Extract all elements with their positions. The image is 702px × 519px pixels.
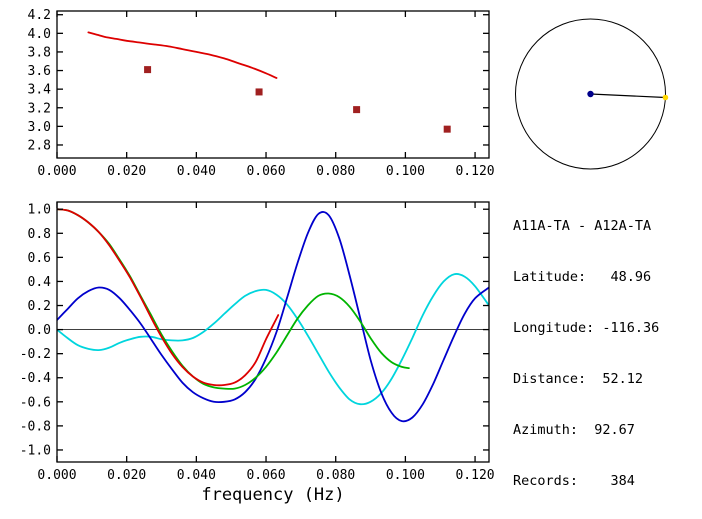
y-tick-label: 3.6 (28, 64, 51, 79)
velocity-pick-square (255, 88, 263, 96)
curve-cyan (57, 273, 489, 406)
y-tick-label: 0.8 (28, 227, 51, 242)
info-records: Records: 384 (513, 473, 635, 489)
x-tick-label: 0.040 (177, 468, 216, 483)
x-tick-label: 0.020 (107, 164, 146, 179)
info-azimuth: Azimuth: 92.67 (513, 422, 635, 438)
x-tick-label: 0.100 (386, 468, 425, 483)
y-tick-label: 0.0 (28, 323, 51, 338)
y-tick-label: 3.0 (28, 120, 51, 135)
y-tick-label: 0.2 (28, 299, 51, 314)
station-pair-title: A11A-TA - A12A-TA (513, 218, 652, 234)
correlation-chart: 0.000 0.020 0.040 0.060 0.080 0.100 0.120 1.0 0.… (20, 201, 495, 505)
x-tick-label: 0.020 (107, 468, 146, 483)
y-tick-label: 2.8 (28, 138, 51, 153)
y-tick-label: 3.2 (28, 101, 51, 116)
y-tick-label: -0.8 (20, 419, 51, 434)
curve-red (57, 208, 280, 387)
plot-frame (56, 10, 490, 159)
x-tick-label: 0.120 (455, 468, 494, 483)
dispersion-chart: 0.000 0.020 0.040 0.060 0.080 0.100 0.120 4.2 4.… (28, 8, 495, 179)
x-axis-title: frequency (Hz) (201, 485, 344, 505)
y-tick-label: 3.4 (28, 83, 52, 98)
velocity-pick-square (144, 66, 152, 74)
station-info-panel: A11A-TA - A12A-TA Latitude: 48.96 Longit… (513, 184, 659, 519)
x-tick-label: 0.040 (177, 164, 216, 179)
plot-frame (56, 201, 490, 463)
velocity-pick-square (353, 106, 361, 114)
x-tick-label: 0.060 (246, 468, 285, 483)
azimuth-ray (590, 93, 666, 99)
pair-station-dot (662, 94, 669, 101)
y-tick-label: -0.6 (20, 395, 51, 410)
y-tick-label: 3.8 (28, 45, 51, 60)
x-tick-label: 0.100 (386, 164, 425, 179)
y-tick-label: -1.0 (20, 443, 51, 458)
info-distance: Distance: 52.12 (513, 371, 644, 387)
x-tick-label: 0.060 (246, 164, 285, 179)
center-station-dot (587, 90, 594, 98)
x-tick-label: 0.080 (316, 164, 355, 179)
y-tick-label: 0.6 (28, 251, 51, 266)
x-tick-label: 0.000 (37, 468, 76, 483)
azimuth-circle (515, 18, 666, 170)
velocity-pick-square (443, 125, 451, 133)
x-tick-label: 0.120 (455, 164, 494, 179)
y-tick-label: 1.0 (28, 203, 51, 218)
plot-area (87, 31, 451, 133)
curve-blue (57, 211, 489, 423)
info-longitude: Longitude: -116.36 (513, 320, 660, 336)
y-tick-label: 4.0 (28, 27, 51, 42)
info-latitude: Latitude: 48.96 (513, 269, 652, 285)
x-tick-label: 0.000 (37, 164, 76, 179)
dispersion-curve-red (87, 31, 278, 79)
x-tick-label: 0.080 (316, 468, 355, 483)
y-tick-label: -0.4 (20, 371, 51, 386)
azimuth-circle-chart (515, 18, 669, 170)
y-tick-label: -0.2 (20, 347, 51, 362)
y-tick-label: 0.4 (28, 275, 52, 290)
plot-area (57, 208, 489, 423)
y-tick-label: 4.2 (28, 8, 51, 23)
